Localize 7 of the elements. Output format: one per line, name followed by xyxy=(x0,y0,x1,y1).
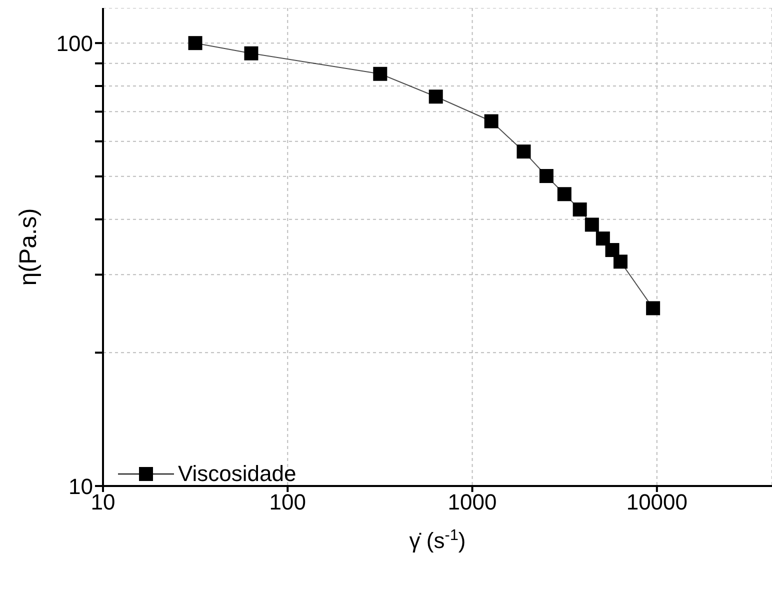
x-tick-label: 1000 xyxy=(448,490,497,515)
x-axis-title: γ̇ (s$^{-1}$) xyxy=(409,526,466,553)
legend-label: Viscosidade xyxy=(178,461,296,487)
x-tick-label: 10 xyxy=(90,490,116,515)
x-tick-label: 100 xyxy=(269,490,306,515)
x-tick-label: 10000 xyxy=(626,490,688,515)
y-axis-title: η(Pa.s) xyxy=(15,208,42,286)
